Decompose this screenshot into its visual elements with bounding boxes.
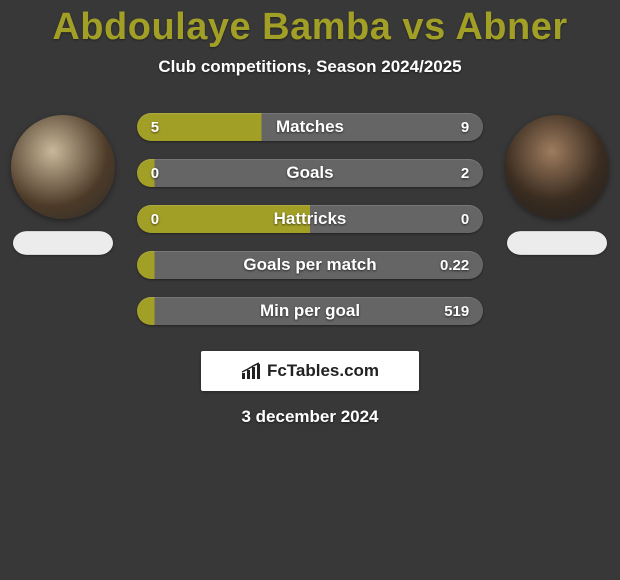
player-left <box>4 113 123 257</box>
stat-bar: 0 0Hattricks <box>137 205 483 233</box>
stat-label: Min per goal <box>137 297 483 325</box>
avatar-right <box>505 115 609 219</box>
player-right <box>497 113 616 257</box>
date: 3 december 2024 <box>0 407 620 427</box>
comparison-card: Abdoulaye Bamba vs Abner Club competitio… <box>0 0 620 580</box>
stat-left-value: 0 <box>151 205 159 233</box>
stat-left-value: 0 <box>151 159 159 187</box>
stat-label: Goals <box>137 159 483 187</box>
brand-chart-icon <box>241 362 263 380</box>
stat-right-value: 2 <box>461 159 469 187</box>
main-row: 59Matches02Goals00Hattricks0.22Goals per… <box>0 113 620 325</box>
stat-right-value: 0.22 <box>440 251 469 279</box>
stat-label: Matches <box>137 113 483 141</box>
stat-bar: 0 2Goals <box>137 159 483 187</box>
stat-right-value: 519 <box>444 297 469 325</box>
avatar-left <box>11 115 115 219</box>
stat-bar: 519Min per goal <box>137 297 483 325</box>
brand-text: FcTables.com <box>267 361 379 381</box>
brand-box: FcTables.com <box>201 351 419 391</box>
subtitle: Club competitions, Season 2024/2025 <box>0 57 620 77</box>
stat-bar: 0.22Goals per match <box>137 251 483 279</box>
stat-right-value: 9 <box>461 113 469 141</box>
stat-label: Goals per match <box>137 251 483 279</box>
stat-bar: 5 9Matches <box>137 113 483 141</box>
stat-label: Hattricks <box>137 205 483 233</box>
stat-bars: 59Matches02Goals00Hattricks0.22Goals per… <box>137 113 483 325</box>
flag-left <box>13 231 113 255</box>
stat-right-value: 0 <box>461 205 469 233</box>
flag-right <box>507 231 607 255</box>
stat-left-value: 5 <box>151 113 159 141</box>
page-title: Abdoulaye Bamba vs Abner <box>0 6 620 49</box>
